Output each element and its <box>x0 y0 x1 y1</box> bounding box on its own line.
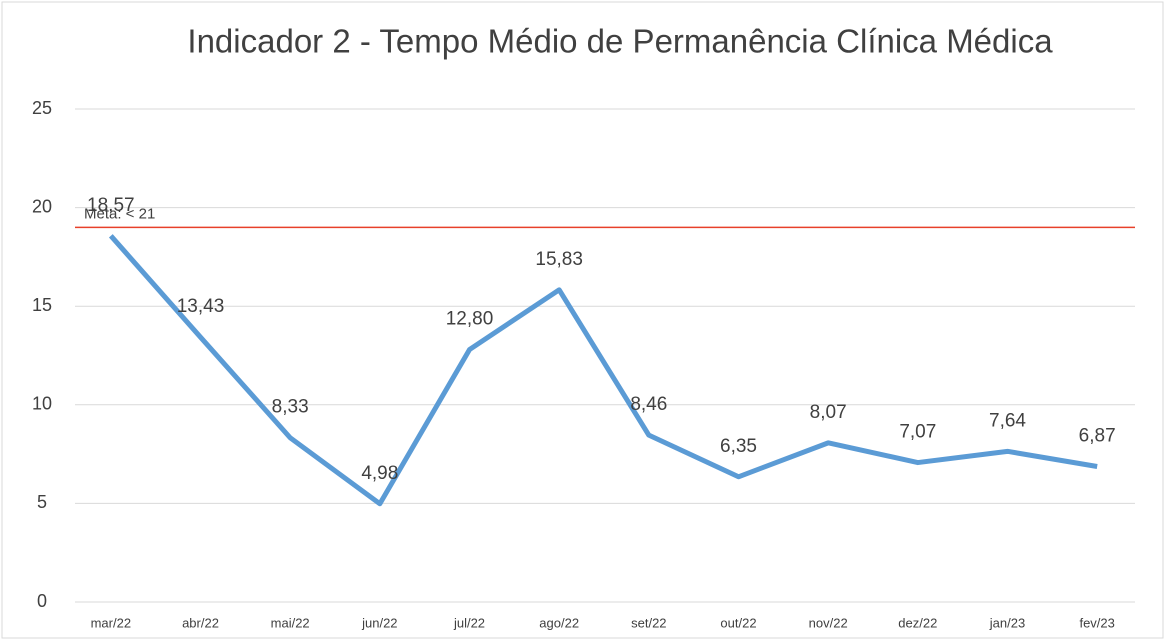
x-tick-label: fev/23 <box>1079 615 1114 630</box>
x-tick-label: jul/22 <box>453 615 485 630</box>
x-tick-label: abr/22 <box>182 615 219 630</box>
y-tick-label: 25 <box>32 98 52 118</box>
data-label: 4,98 <box>361 463 398 484</box>
y-tick-label: 20 <box>32 196 52 216</box>
x-tick-label: set/22 <box>631 615 666 630</box>
x-tick-label: mar/22 <box>91 615 131 630</box>
data-line <box>108 234 1098 507</box>
data-label: 15,83 <box>535 249 583 270</box>
data-label: 8,46 <box>630 394 667 415</box>
x-tick-label: jun/22 <box>361 615 397 630</box>
x-tick-label: mai/22 <box>271 615 310 630</box>
x-tick-label: ago/22 <box>539 615 579 630</box>
x-tick-label: nov/22 <box>809 615 848 630</box>
data-label: 18,57 <box>87 195 135 216</box>
y-tick-label: 15 <box>32 295 52 315</box>
data-label: 12,80 <box>446 309 494 330</box>
x-tick-label: jan/23 <box>989 615 1025 630</box>
data-label: 6,35 <box>720 436 757 457</box>
y-tick-label: 5 <box>37 492 47 512</box>
data-label: 13,43 <box>177 296 225 317</box>
chart-title: Indicador 2 - Tempo Médio de Permanência… <box>187 23 1053 60</box>
target-label: Meta: < 21 <box>84 205 155 222</box>
y-tick-label: 0 <box>37 591 47 611</box>
data-label: 8,07 <box>810 402 847 423</box>
data-label: 7,07 <box>899 422 936 443</box>
data-label: 6,87 <box>1079 426 1116 447</box>
y-tick-label: 10 <box>32 394 52 414</box>
x-tick-label: out/22 <box>720 615 756 630</box>
x-tick-label: dez/22 <box>898 615 937 630</box>
data-label: 8,33 <box>272 397 309 418</box>
data-label: 7,64 <box>989 410 1026 431</box>
